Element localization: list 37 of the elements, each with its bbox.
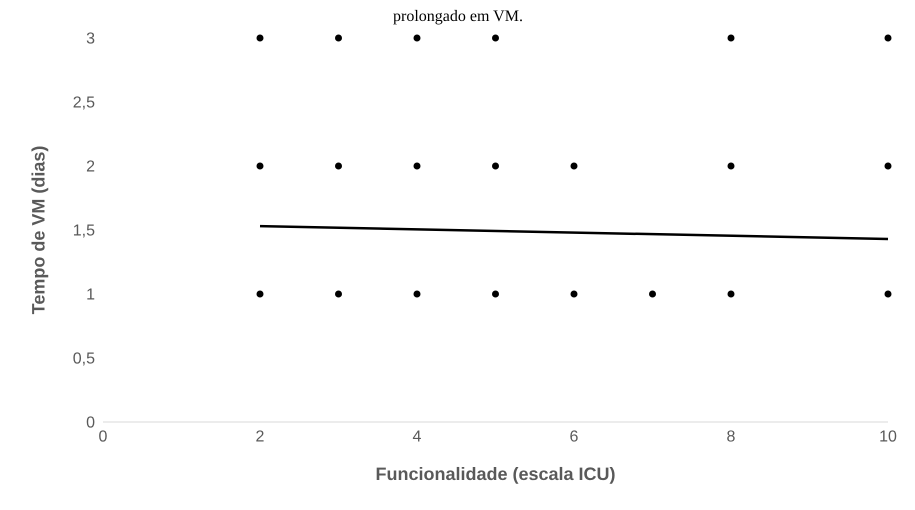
y-tick-label: 2 bbox=[86, 158, 96, 176]
point bbox=[335, 290, 342, 298]
x-tick-label: 6 bbox=[570, 428, 579, 446]
point bbox=[728, 290, 734, 298]
point bbox=[570, 290, 578, 298]
y-tick-label: 0 bbox=[86, 414, 96, 432]
point bbox=[256, 34, 264, 42]
point bbox=[335, 34, 342, 42]
point bbox=[884, 162, 892, 170]
point bbox=[728, 34, 734, 42]
x-tick-label: 0 bbox=[98, 428, 108, 446]
x-tick-label: 2 bbox=[256, 428, 265, 446]
point bbox=[414, 162, 420, 170]
y-tick-label: 3 bbox=[86, 30, 96, 48]
point bbox=[335, 162, 342, 170]
y-tick-label: 0,5 bbox=[72, 350, 96, 368]
y-axis-title: Tempo de VM (dias) bbox=[28, 146, 48, 314]
point bbox=[492, 162, 499, 170]
point bbox=[414, 290, 420, 298]
point bbox=[256, 290, 264, 298]
chart-title: prolongado em VM. bbox=[392, 8, 524, 26]
point bbox=[649, 290, 656, 298]
x-tick-label: 10 bbox=[879, 428, 897, 446]
x-tick-label: 4 bbox=[412, 428, 422, 446]
point bbox=[884, 34, 892, 42]
point bbox=[728, 162, 734, 170]
point bbox=[884, 290, 892, 298]
y-tick-label: 2,5 bbox=[72, 94, 96, 112]
x-axis-title: Funcionalidade (escala ICU) bbox=[375, 464, 616, 484]
point bbox=[256, 162, 264, 170]
point bbox=[492, 290, 499, 298]
y-tick-label: 1,5 bbox=[72, 222, 96, 240]
x-tick-label: 8 bbox=[726, 428, 736, 446]
point bbox=[492, 34, 499, 42]
point bbox=[570, 162, 578, 170]
y-tick-label: 1 bbox=[86, 286, 96, 304]
point bbox=[414, 34, 420, 42]
